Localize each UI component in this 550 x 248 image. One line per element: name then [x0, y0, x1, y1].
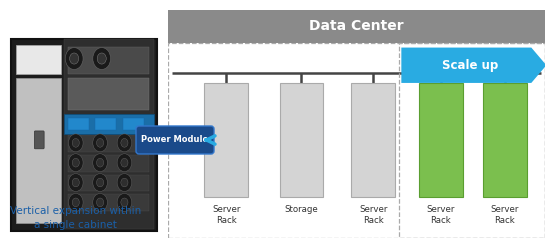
- Circle shape: [97, 53, 106, 64]
- Circle shape: [68, 134, 83, 152]
- FancyBboxPatch shape: [280, 83, 323, 197]
- FancyBboxPatch shape: [68, 155, 148, 172]
- FancyBboxPatch shape: [35, 131, 44, 149]
- Circle shape: [121, 138, 128, 147]
- FancyBboxPatch shape: [68, 194, 148, 211]
- Circle shape: [121, 198, 128, 207]
- FancyBboxPatch shape: [136, 126, 214, 154]
- FancyBboxPatch shape: [68, 118, 89, 130]
- FancyBboxPatch shape: [123, 118, 144, 130]
- FancyBboxPatch shape: [16, 45, 61, 74]
- Text: Server
Rack: Server Rack: [427, 205, 455, 225]
- Text: Data Center: Data Center: [309, 19, 404, 33]
- Circle shape: [93, 154, 107, 172]
- FancyBboxPatch shape: [16, 78, 61, 223]
- Circle shape: [72, 198, 79, 207]
- Circle shape: [121, 178, 128, 187]
- Text: Vertical expansion within
a single cabinet: Vertical expansion within a single cabin…: [10, 206, 141, 230]
- Text: Scale up: Scale up: [442, 59, 498, 72]
- FancyBboxPatch shape: [64, 114, 153, 134]
- Circle shape: [68, 174, 83, 191]
- Circle shape: [68, 193, 83, 211]
- Circle shape: [97, 198, 103, 207]
- FancyBboxPatch shape: [351, 83, 395, 197]
- Circle shape: [93, 134, 107, 152]
- Circle shape: [97, 158, 103, 167]
- FancyBboxPatch shape: [205, 83, 248, 197]
- Text: Server
Rack: Server Rack: [359, 205, 387, 225]
- Circle shape: [93, 193, 107, 211]
- Circle shape: [65, 48, 83, 69]
- Circle shape: [72, 138, 79, 147]
- Circle shape: [117, 154, 132, 172]
- FancyBboxPatch shape: [483, 83, 526, 197]
- FancyBboxPatch shape: [95, 118, 117, 130]
- Circle shape: [93, 48, 111, 69]
- Circle shape: [72, 158, 79, 167]
- FancyBboxPatch shape: [64, 39, 153, 229]
- FancyBboxPatch shape: [11, 39, 157, 231]
- Circle shape: [117, 134, 132, 152]
- FancyBboxPatch shape: [68, 78, 148, 110]
- Text: Power Module: Power Module: [141, 135, 208, 145]
- Circle shape: [68, 154, 83, 172]
- Polygon shape: [402, 48, 546, 83]
- Circle shape: [97, 178, 103, 187]
- Circle shape: [70, 53, 79, 64]
- FancyBboxPatch shape: [68, 135, 148, 152]
- Circle shape: [72, 178, 79, 187]
- Text: Server
Rack: Server Rack: [491, 205, 519, 225]
- Circle shape: [117, 174, 132, 191]
- Circle shape: [117, 193, 132, 211]
- Circle shape: [93, 174, 107, 191]
- Text: Server
Rack: Server Rack: [212, 205, 240, 225]
- FancyBboxPatch shape: [68, 175, 148, 191]
- FancyBboxPatch shape: [68, 47, 148, 74]
- FancyBboxPatch shape: [168, 10, 544, 43]
- Text: Storage: Storage: [284, 205, 318, 214]
- FancyBboxPatch shape: [419, 83, 463, 197]
- Circle shape: [97, 138, 103, 147]
- Circle shape: [121, 158, 128, 167]
